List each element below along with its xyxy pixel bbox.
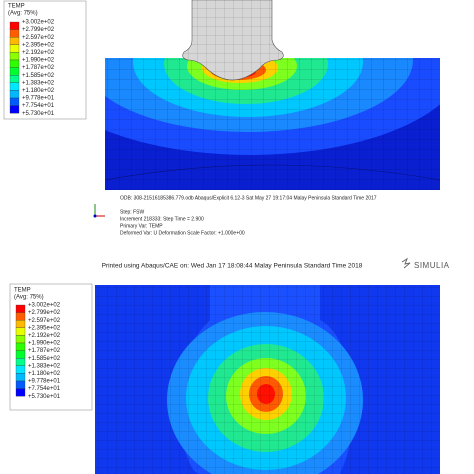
printed-line: Printed using Abaqus/CAE on: Wed Jan 17 … xyxy=(102,263,363,270)
primary-var-text: Primary Var: TEMP xyxy=(120,223,163,229)
legend: TEMP (Avg: 75%) +3.002e+02+2.799e+02 +2.5… xyxy=(3,0,87,120)
legend-swatch xyxy=(9,29,20,38)
odb-line: ODB: 308-21516185386.779.odb Abaqus/Expl… xyxy=(120,195,377,201)
legend-subtitle: (Avg: 75%) xyxy=(8,11,38,17)
brand-logo xyxy=(401,257,411,269)
legend-value: +5.730e+01 xyxy=(22,111,55,117)
legend-value: +5.730e+01 xyxy=(28,394,61,400)
legend-value: +2.395e+02 xyxy=(28,325,61,331)
legend-value: +2.192e+02 xyxy=(22,50,55,56)
legend-value: +2.597e+02 xyxy=(22,35,55,41)
legend-swatch xyxy=(9,37,20,45)
legend-swatch xyxy=(9,67,20,76)
legend-value: +2.799e+02 xyxy=(22,27,55,33)
legend-swatch xyxy=(9,52,20,61)
legend-swatch xyxy=(15,373,26,382)
legend-value: +2.192e+02 xyxy=(28,333,61,339)
legend-value: +1.383e+02 xyxy=(22,80,55,86)
legend-swatch xyxy=(15,312,26,321)
deformed-var-text: Deformed Var: U Deformation Scale Factor… xyxy=(120,230,245,236)
increment-text: Increment 218333: Step Time = 2.900 xyxy=(120,216,204,222)
legend-swatch xyxy=(9,75,20,83)
step-text: Step: FSW xyxy=(120,209,144,215)
legend-swatch xyxy=(9,44,20,53)
legend-value: +7.754e+01 xyxy=(22,103,55,109)
legend-value: +7.754e+01 xyxy=(28,386,61,392)
legend: TEMP (Avg: 75%) +3.002e+02+2.799e+02 +2.5… xyxy=(9,283,93,411)
legend-value: +1.383e+02 xyxy=(28,363,61,369)
legend-value: +1.180e+02 xyxy=(28,371,61,377)
legend-value: +3.002e+02 xyxy=(22,20,55,26)
legend-swatch xyxy=(15,304,26,313)
legend-value: +1.585e+02 xyxy=(22,73,55,79)
legend-value: +3.002e+02 xyxy=(28,303,61,309)
legend-value: +1.990e+02 xyxy=(28,341,61,347)
legend-value: +1.787e+02 xyxy=(28,348,61,354)
legend-swatch xyxy=(9,97,20,106)
legend-swatch xyxy=(15,388,26,397)
legend-swatch xyxy=(15,380,26,389)
legend-swatch xyxy=(15,358,26,366)
legend-swatch xyxy=(15,342,26,351)
plan-contour xyxy=(95,285,440,474)
legend-swatch xyxy=(9,90,20,99)
legend-swatch xyxy=(9,21,20,30)
legend-swatch xyxy=(9,59,20,68)
legend-swatch xyxy=(15,320,26,328)
legend-value: +9.778e+01 xyxy=(22,96,55,102)
legend-title: TEMP xyxy=(8,4,25,10)
axis-triad xyxy=(93,204,105,218)
legend-value: +1.787e+02 xyxy=(22,65,55,71)
legend-value: +2.799e+02 xyxy=(28,310,61,316)
legend-value: +9.778e+01 xyxy=(28,379,61,385)
legend-swatch xyxy=(15,335,26,344)
legend-swatch xyxy=(15,350,26,359)
legend-value: +2.597e+02 xyxy=(28,318,61,324)
legend-value: +1.585e+02 xyxy=(28,356,61,362)
legend-value: +1.180e+02 xyxy=(22,88,55,94)
legend-swatch xyxy=(15,327,26,336)
legend-swatch xyxy=(9,105,20,114)
legend-swatch xyxy=(15,365,26,374)
legend-title: TEMP xyxy=(14,288,31,294)
tool xyxy=(182,0,284,81)
legend-subtitle: (Avg: 75%) xyxy=(14,295,44,301)
legend-value: +1.990e+02 xyxy=(22,58,55,64)
legend-value: +2.395e+02 xyxy=(22,42,55,48)
legend-swatch xyxy=(9,82,20,91)
brand: SIMULIA xyxy=(414,261,450,270)
